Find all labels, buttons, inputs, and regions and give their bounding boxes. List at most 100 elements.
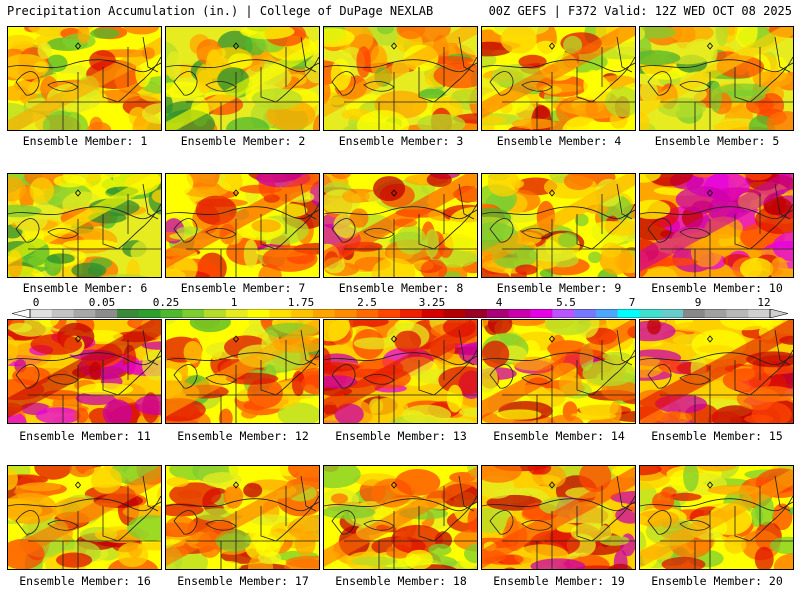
member-label-12: Ensemble Member: 12: [177, 429, 309, 443]
member-map-17: [165, 465, 320, 570]
member-map-20: [639, 465, 794, 570]
colorbar-swatch: [704, 309, 727, 318]
precip-field: [8, 174, 161, 277]
precip-field: [482, 466, 635, 569]
member-map-11: [7, 319, 162, 424]
precip-field: [482, 174, 635, 277]
precip-field: [640, 466, 793, 569]
colorbar-tick-label: 9: [694, 296, 702, 309]
colorbar-tick-label: 7: [628, 296, 636, 309]
precip-field: [482, 27, 635, 130]
member-map-19: [481, 465, 636, 570]
colorbar-swatch: [421, 309, 444, 318]
member-label-6: Ensemble Member: 6: [22, 281, 148, 295]
precip-field: [324, 466, 477, 569]
member-map-7: [165, 173, 320, 278]
colorbar-swatch: [138, 309, 161, 318]
colorbar-tick-label: 5.5: [556, 296, 576, 309]
colorbar-tick-label: 4: [495, 296, 503, 309]
precip-field: [166, 320, 319, 423]
colorbar-swatch: [400, 309, 423, 318]
title-left: Precipitation Accumulation (in.) | Colle…: [7, 4, 434, 18]
colorbar-tick-label: 2.5: [357, 296, 377, 309]
precip-field: [640, 320, 793, 423]
colorbar-swatch: [356, 309, 379, 318]
colorbar-swatch: [160, 309, 183, 318]
precip-field: [482, 320, 635, 423]
member-label-17: Ensemble Member: 17: [177, 574, 309, 588]
colorbar-swatch: [269, 309, 292, 318]
colorbar-swatch: [748, 309, 771, 318]
member-map-16: [7, 465, 162, 570]
member-map-15: [639, 319, 794, 424]
member-map-5: [639, 26, 794, 131]
colorbar-tick-label: 3.25: [418, 296, 446, 309]
colorbar-swatch: [465, 309, 488, 318]
member-label-14: Ensemble Member: 14: [493, 429, 625, 443]
colorbar-swatch: [639, 309, 662, 318]
colorbar-swatch: [682, 309, 705, 318]
colorbar-swatch: [487, 309, 510, 318]
member-label-9: Ensemble Member: 9: [496, 281, 622, 295]
member-map-14: [481, 319, 636, 424]
colorbar-tick-label: 0.05: [88, 296, 116, 309]
colorbar-swatch: [443, 309, 466, 318]
member-label-5: Ensemble Member: 5: [654, 134, 780, 148]
member-label-13: Ensemble Member: 13: [335, 429, 467, 443]
precip-field: [166, 27, 319, 130]
member-map-13: [323, 319, 478, 424]
colorbar-swatch: [334, 309, 357, 318]
precip-field: [324, 174, 477, 277]
colorbar-tick-label: 12: [757, 296, 771, 309]
colorbar-swatch: [617, 309, 640, 318]
member-label-15: Ensemble Member: 15: [651, 429, 783, 443]
colorbar-swatch: [51, 309, 74, 318]
member-map-8: [323, 173, 478, 278]
member-label-11: Ensemble Member: 11: [19, 429, 151, 443]
title-right: 00Z GEFS | F372 Valid: 12Z WED OCT 08 20…: [488, 4, 792, 18]
member-map-10: [639, 173, 794, 278]
colorbar-swatch: [291, 309, 314, 318]
member-label-8: Ensemble Member: 8: [338, 281, 464, 295]
colorbar: [12, 309, 788, 318]
precip-field: [8, 27, 161, 130]
precip-field: [324, 27, 477, 130]
colorbar-swatch: [661, 309, 684, 318]
colorbar-swatch: [595, 309, 618, 318]
member-map-9: [481, 173, 636, 278]
colorbar-swatch: [508, 309, 531, 318]
colorbar-swatch: [204, 309, 227, 318]
colorbar-swatch: [312, 309, 335, 318]
colorbar-left-arrow: [12, 309, 31, 318]
colorbar-tick-label: 0.25: [152, 296, 180, 309]
member-label-7: Ensemble Member: 7: [180, 281, 306, 295]
colorbar-swatch: [530, 309, 553, 318]
member-map-18: [323, 465, 478, 570]
colorbar-swatch: [95, 309, 118, 318]
member-map-1: [7, 26, 162, 131]
member-map-6: [7, 173, 162, 278]
member-label-10: Ensemble Member: 10: [651, 281, 783, 295]
member-label-16: Ensemble Member: 16: [19, 574, 151, 588]
precip-field: [166, 174, 319, 277]
colorbar-right-arrow: [769, 309, 788, 318]
precip-field: [324, 320, 477, 423]
member-label-2: Ensemble Member: 2: [180, 134, 306, 148]
member-label-4: Ensemble Member: 4: [496, 134, 622, 148]
member-map-3: [323, 26, 478, 131]
precip-field: [166, 466, 319, 569]
colorbar-tick-label: 1.75: [287, 296, 315, 309]
colorbar-swatch: [378, 309, 401, 318]
member-label-20: Ensemble Member: 20: [651, 574, 783, 588]
member-map-12: [165, 319, 320, 424]
precip-field: [8, 320, 161, 423]
member-label-18: Ensemble Member: 18: [335, 574, 467, 588]
colorbar-swatch: [225, 309, 248, 318]
colorbar-swatch: [73, 309, 96, 318]
precip-field: [640, 174, 793, 277]
colorbar-swatch: [247, 309, 270, 318]
colorbar-tick-label: 0: [32, 296, 40, 309]
member-label-3: Ensemble Member: 3: [338, 134, 464, 148]
member-map-2: [165, 26, 320, 131]
precip-field: [8, 466, 161, 569]
